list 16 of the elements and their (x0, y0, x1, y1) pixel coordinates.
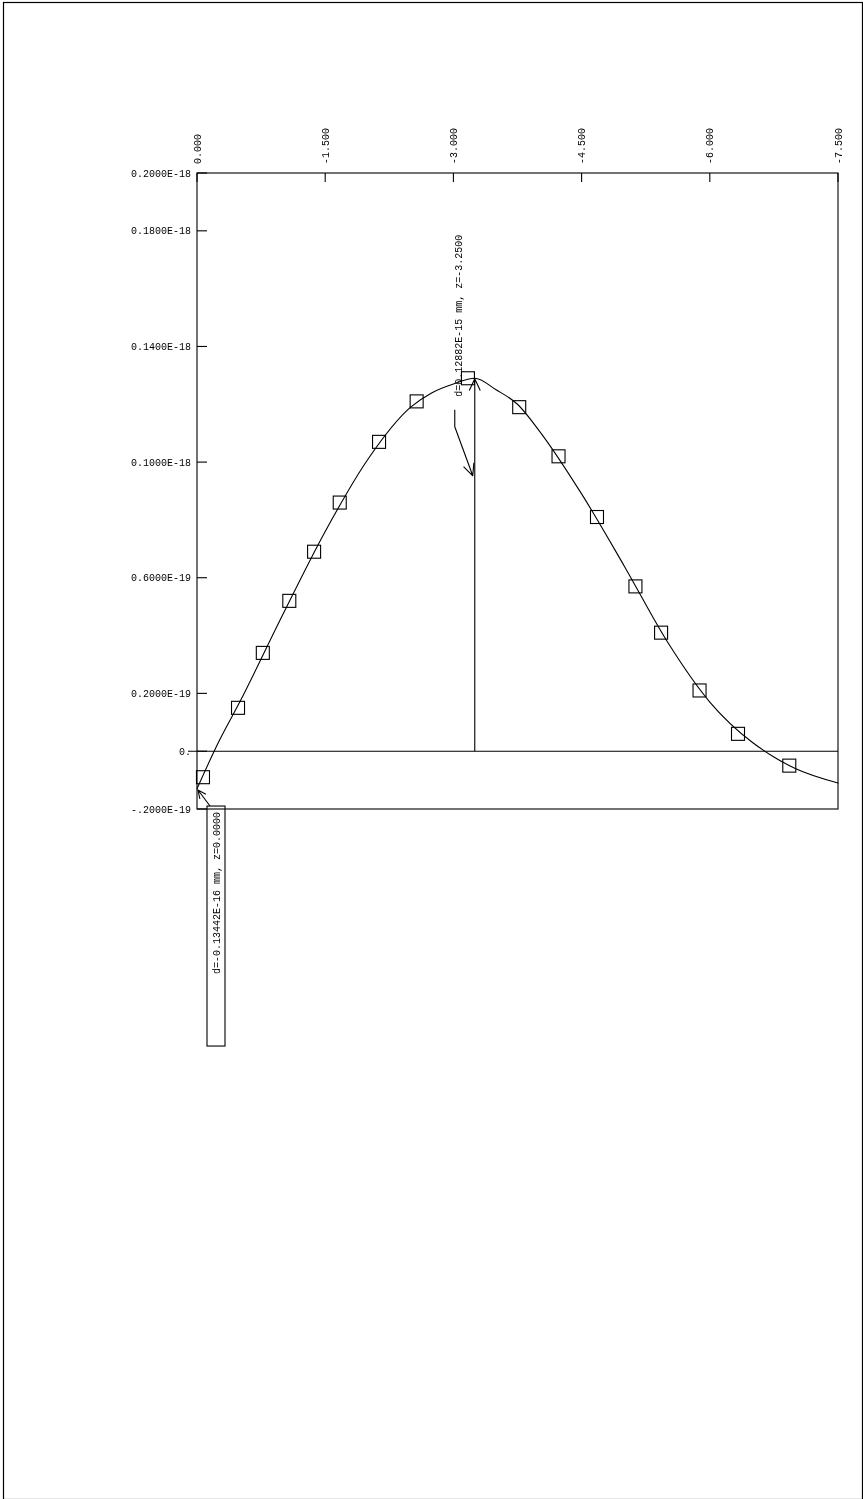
x-tick-label: -1.500 (320, 127, 332, 164)
y-tick-label: 0. (178, 746, 191, 758)
x-tick-label: -6.000 (705, 127, 717, 164)
y-tick-label: 0.1400E-18 (130, 341, 191, 353)
y-tick-label: 0.2000E-18 (130, 168, 191, 180)
y-tick-label: 0.1000E-18 (130, 457, 191, 469)
x-tick-label: -7.500 (833, 127, 845, 164)
y-tick-label: 0.1800E-18 (130, 226, 191, 238)
x-tick-label: 0.000 (192, 133, 204, 164)
y-tick-label: 0.6000E-19 (130, 573, 191, 585)
y-tick-label: -.2000E-19 (130, 804, 191, 816)
x-tick-label: -3.000 (448, 127, 460, 164)
x-tick-label: -4.500 (577, 127, 589, 164)
annotation: d=-0.13442E-16 mm, z=0.0000 (211, 812, 223, 975)
annotation: d=0.12882E-15 mm, z=-3.2500 (454, 234, 466, 397)
y-tick-label: 0.2000E-19 (130, 688, 191, 700)
